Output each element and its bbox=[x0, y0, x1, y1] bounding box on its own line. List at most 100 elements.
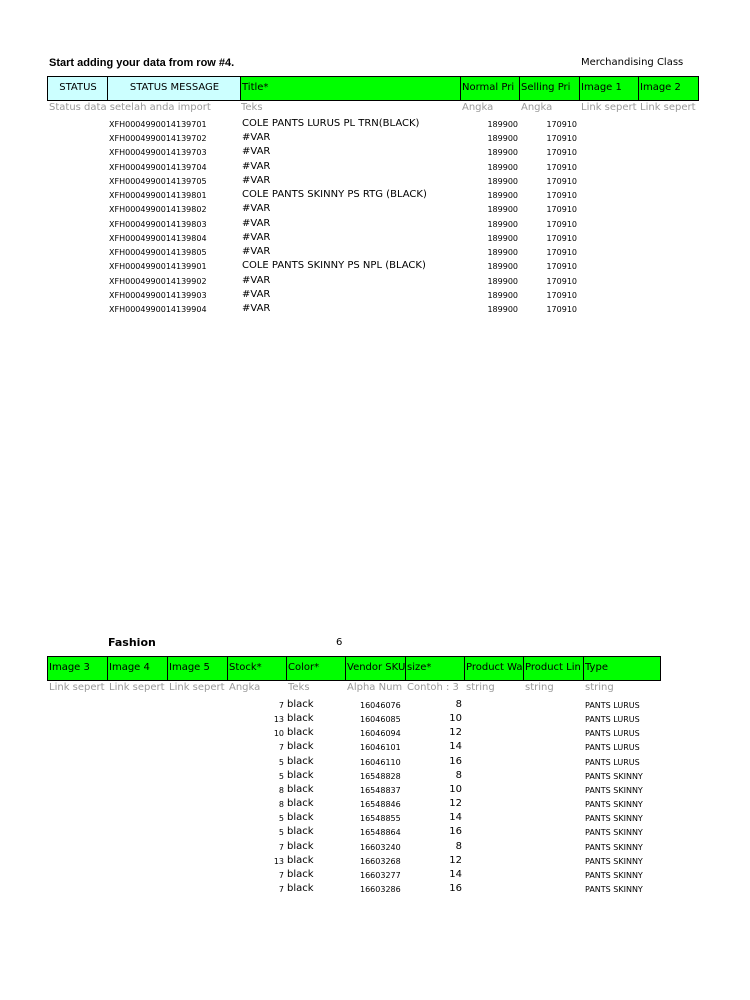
status-message: XFH0004990014139705 bbox=[109, 176, 207, 186]
instruction: Start adding your data from row #4. bbox=[49, 57, 235, 69]
header-cell: Product Lin bbox=[523, 656, 584, 681]
selling-price: 170910 bbox=[546, 162, 577, 172]
hint-cell: Link sepert bbox=[49, 682, 105, 693]
color: black bbox=[287, 854, 314, 866]
stock: 8 bbox=[278, 785, 284, 795]
selling-price: 170910 bbox=[546, 120, 577, 129]
size: 16 bbox=[449, 826, 462, 838]
header-cell: Color* bbox=[286, 656, 346, 681]
hint-cell: Angka bbox=[521, 102, 553, 113]
type: PANTS SKINNY bbox=[585, 771, 643, 781]
color: black bbox=[287, 812, 314, 824]
hint-cell: Link sepert bbox=[581, 102, 637, 113]
selling-price: 170910 bbox=[546, 304, 577, 314]
normal-price: 189900 bbox=[487, 162, 518, 172]
type: PANTS SKINNY bbox=[585, 814, 643, 824]
selling-price: 170910 bbox=[546, 219, 577, 229]
header-cell: Selling Pri bbox=[519, 76, 580, 101]
stock: 5 bbox=[278, 828, 284, 838]
selling-price: 170910 bbox=[546, 148, 577, 158]
normal-price: 189900 bbox=[487, 276, 518, 286]
hint-cell: Status data setelah anda import bbox=[49, 102, 211, 113]
status-message: XFH0004990014139802 bbox=[109, 205, 207, 215]
header-cell: Type bbox=[583, 656, 661, 681]
type: PANTS SKINNY bbox=[585, 785, 643, 795]
size: 14 bbox=[449, 868, 462, 880]
hint-cell: Alpha Num bbox=[347, 682, 403, 693]
type: PANTS SKINNY bbox=[585, 884, 643, 894]
hint-cell: Teks bbox=[241, 102, 263, 113]
status-message: XFH0004990014139902 bbox=[109, 276, 207, 286]
type: PANTS LURUS bbox=[585, 715, 640, 725]
color: black bbox=[287, 699, 314, 710]
title: #VAR bbox=[242, 217, 271, 229]
size: 8 bbox=[455, 840, 462, 852]
hint-cell: Teks bbox=[288, 682, 310, 693]
title: #VAR bbox=[242, 274, 271, 286]
color: black bbox=[287, 783, 314, 795]
size: 14 bbox=[449, 741, 462, 753]
size: 12 bbox=[449, 727, 462, 739]
hint-cell: Contoh : 3 bbox=[407, 682, 459, 693]
color: black bbox=[287, 727, 314, 739]
vendor-sku: 16548837 bbox=[360, 785, 401, 795]
selling-price: 170910 bbox=[546, 191, 577, 201]
color: black bbox=[287, 755, 314, 767]
vendor-sku: 16603240 bbox=[360, 842, 401, 852]
title: #VAR bbox=[242, 174, 271, 186]
normal-price: 189900 bbox=[487, 176, 518, 186]
size: 12 bbox=[449, 798, 462, 810]
vendor-sku: 16046076 bbox=[360, 701, 401, 710]
color: black bbox=[287, 713, 314, 725]
title: #VAR bbox=[242, 146, 271, 158]
header-cell: Image 3 bbox=[47, 656, 108, 681]
status-message: XFH0004990014139703 bbox=[109, 148, 207, 158]
type: PANTS SKINNY bbox=[585, 870, 643, 880]
normal-price: 189900 bbox=[487, 233, 518, 243]
type: PANTS LURUS bbox=[585, 757, 640, 767]
size: 14 bbox=[449, 812, 462, 824]
status-message: XFH0004990014139701 bbox=[109, 120, 207, 129]
stock: 5 bbox=[278, 757, 284, 767]
vendor-sku: 16046094 bbox=[360, 729, 401, 739]
normal-price: 189900 bbox=[487, 134, 518, 144]
header-cell: Normal Pri bbox=[460, 76, 520, 101]
title: #VAR bbox=[242, 132, 271, 144]
type: PANTS LURUS bbox=[585, 701, 640, 710]
color: black bbox=[287, 741, 314, 753]
vendor-sku: 16603286 bbox=[360, 884, 401, 894]
status-message: XFH0004990014139704 bbox=[109, 162, 207, 172]
type: PANTS LURUS bbox=[585, 729, 640, 739]
selling-price: 170910 bbox=[546, 176, 577, 186]
hint-cell: string bbox=[525, 682, 554, 693]
section-number: 6 bbox=[336, 637, 343, 648]
status-message: XFH0004990014139803 bbox=[109, 219, 207, 229]
merch-label: Merchandising Class bbox=[581, 57, 684, 68]
vendor-sku: 16548864 bbox=[360, 828, 401, 838]
color: black bbox=[287, 882, 314, 894]
vendor-sku: 16046101 bbox=[360, 743, 401, 753]
status-message: XFH0004990014139901 bbox=[109, 262, 207, 272]
normal-price: 189900 bbox=[487, 148, 518, 158]
header-cell: Product Wa bbox=[464, 656, 524, 681]
header-cell: Vendor SKU bbox=[345, 656, 406, 681]
vendor-sku: 16548855 bbox=[360, 814, 401, 824]
selling-price: 170910 bbox=[546, 233, 577, 243]
color: black bbox=[287, 798, 314, 810]
header-cell: Image 2 bbox=[638, 76, 699, 101]
stock: 7 bbox=[278, 842, 284, 852]
header-cell: Title* bbox=[240, 76, 461, 101]
color: black bbox=[287, 769, 314, 781]
selling-price: 170910 bbox=[546, 276, 577, 286]
stock: 10 bbox=[273, 729, 284, 739]
title: COLE PANTS SKINNY PS RTG (BLACK) bbox=[242, 189, 427, 201]
type: PANTS SKINNY bbox=[585, 856, 643, 866]
status-message: XFH0004990014139804 bbox=[109, 233, 207, 243]
selling-price: 170910 bbox=[546, 205, 577, 215]
type: PANTS SKINNY bbox=[585, 828, 643, 838]
status-message: XFH0004990014139903 bbox=[109, 290, 207, 300]
normal-price: 189900 bbox=[487, 120, 518, 129]
type: PANTS LURUS bbox=[585, 743, 640, 753]
size: 16 bbox=[449, 882, 462, 894]
vendor-sku: 16548828 bbox=[360, 771, 401, 781]
